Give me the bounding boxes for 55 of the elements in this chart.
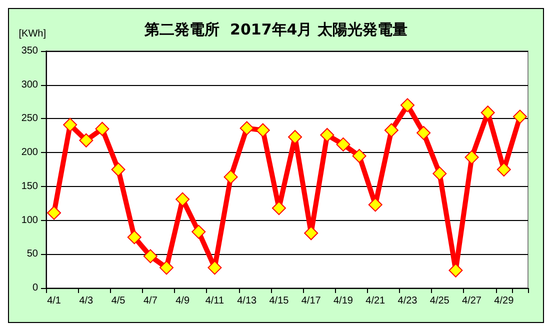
point (416, 126, 431, 140)
point (288, 130, 302, 144)
x-tick-label: 4/7 (143, 296, 158, 306)
x-tick-label: 4/19 (334, 296, 354, 306)
y-tick-label: 250 (21, 113, 38, 124)
point (496, 162, 511, 176)
y-tick-label: 100 (21, 214, 38, 226)
x-tick-label: 4/9 (176, 296, 190, 306)
x-tick-label: 4/21 (366, 296, 386, 306)
x-tick-label: 4/3 (79, 296, 94, 306)
x-tick-label: 4/25 (430, 296, 450, 306)
point (176, 192, 190, 206)
y-tick-label: 150 (21, 180, 38, 192)
point (224, 170, 238, 184)
point (400, 98, 414, 112)
point (448, 263, 463, 278)
x-tick-label: 4/23 (398, 296, 418, 306)
point (160, 260, 174, 275)
point (272, 201, 286, 216)
point (432, 166, 447, 181)
point (464, 150, 479, 164)
x-tick-label: 4/13 (237, 296, 257, 306)
x-tick-label: 4/1 (47, 296, 62, 306)
point (512, 110, 527, 124)
x-tick-label: 4/15 (269, 296, 290, 306)
point (352, 148, 366, 163)
x-tick-label: 4/27 (462, 296, 482, 306)
point (79, 133, 94, 148)
x-tick-label: 4/17 (301, 296, 322, 306)
y-tick-label: 50 (26, 248, 38, 260)
point (336, 137, 350, 152)
point (47, 206, 62, 220)
x-tick-label: 4/29 (494, 296, 514, 306)
point (192, 224, 206, 239)
y-tick-label: 300 (21, 79, 38, 90)
y-axis-title: [KWh] (18, 28, 46, 40)
point (143, 249, 158, 264)
point (111, 162, 126, 176)
point (320, 128, 334, 142)
point (480, 106, 495, 120)
x-tick-label: 4/5 (111, 296, 126, 306)
point (384, 123, 398, 138)
point (208, 260, 222, 275)
point (304, 226, 318, 240)
point (256, 123, 270, 138)
point (63, 118, 78, 132)
point (240, 121, 254, 136)
point (368, 198, 382, 212)
y-tick-label: 200 (21, 147, 38, 158)
point (127, 230, 142, 244)
chart-title: 第二発電所 2017年4月 太陽光発電量 (144, 20, 408, 38)
point (95, 122, 110, 136)
y-tick-label: 0 (32, 282, 38, 294)
y-tick-label: 350 (21, 46, 38, 56)
x-tick-label: 4/11 (205, 296, 224, 306)
